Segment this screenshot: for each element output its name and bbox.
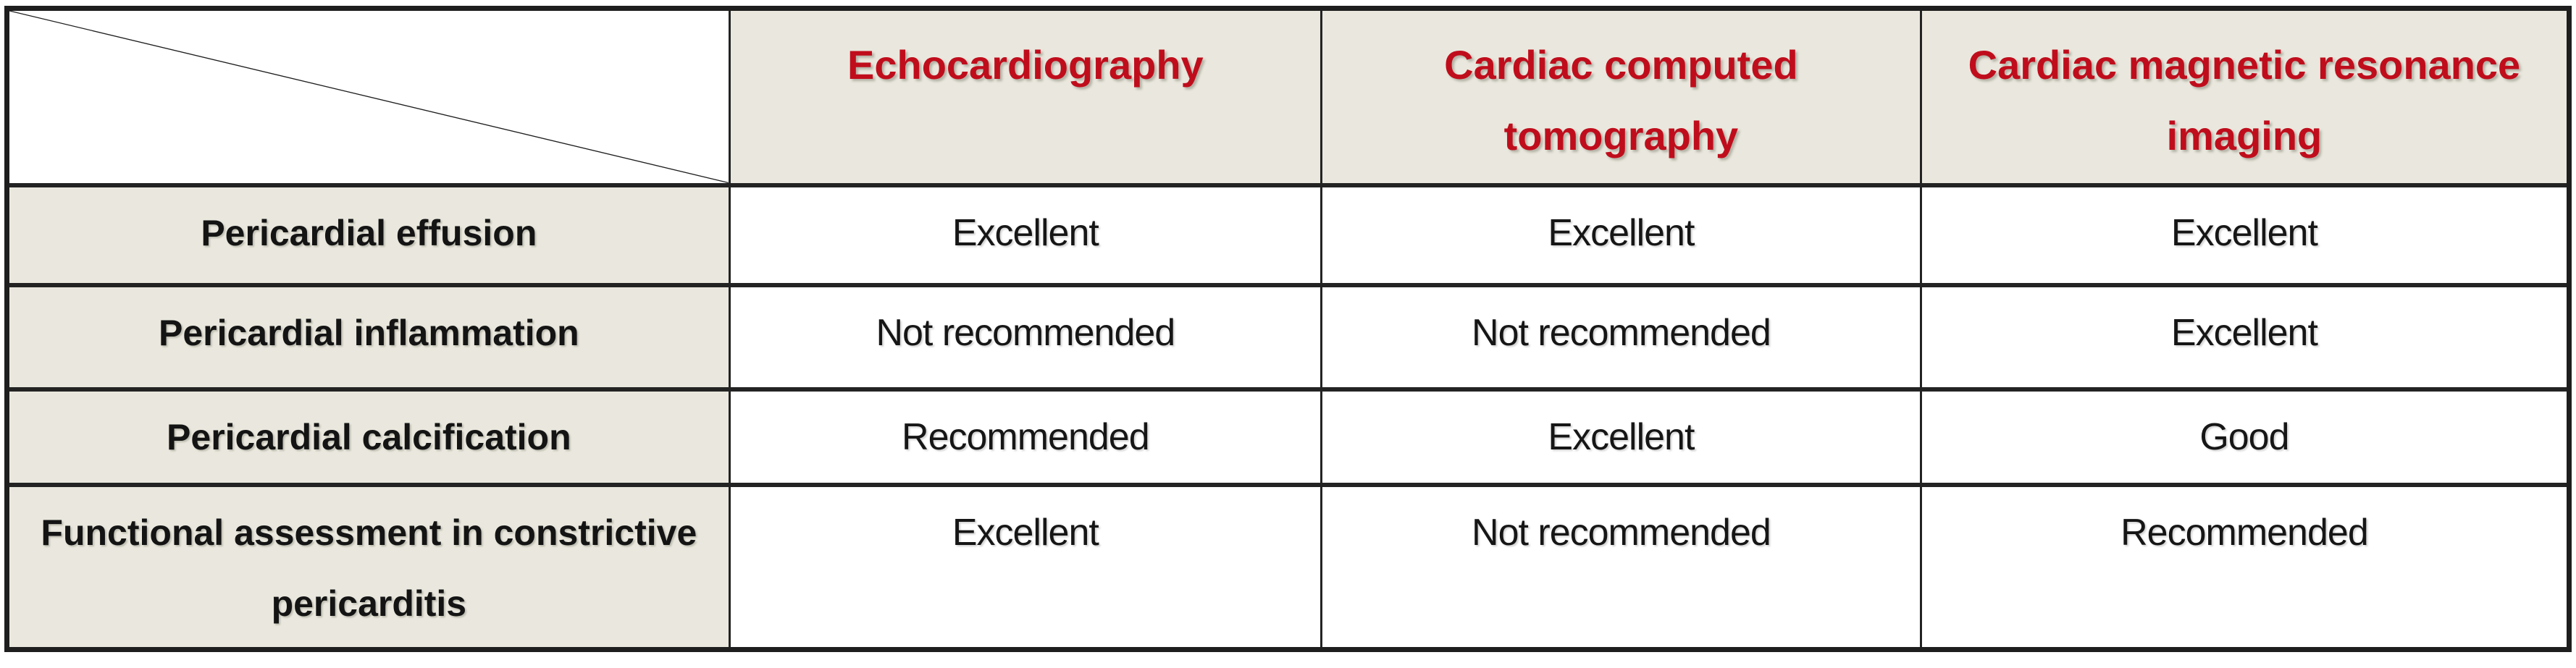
row-label-pericardial-inflammation: Pericardial inflammation	[6, 282, 731, 392]
cell-functional-ct: Not recommended	[1320, 482, 1922, 652]
column-header-cardiac-ct: Cardiac computed tomography	[1320, 6, 1922, 187]
row-label-functional-assessment: Functional assessment in constrictive pe…	[6, 482, 731, 652]
cell-inflammation-echo: Not recommended	[728, 282, 1322, 392]
cell-functional-echo: Excellent	[728, 482, 1322, 652]
corner-cell	[6, 6, 731, 187]
cell-calcification-echo: Recommended	[728, 386, 1322, 487]
cell-calcification-ct: Excellent	[1320, 386, 1922, 487]
cell-effusion-mri: Excellent	[1919, 182, 2571, 287]
row-label-pericardial-calcification: Pericardial calcification	[6, 386, 731, 487]
imaging-modality-comparison-table: Echocardiography Cardiac computed tomogr…	[4, 6, 2572, 652]
cell-inflammation-ct: Not recommended	[1320, 282, 1922, 392]
cell-calcification-mri: Good	[1919, 386, 2571, 487]
column-header-echocardiography: Echocardiography	[728, 6, 1322, 187]
cell-inflammation-mri: Excellent	[1919, 282, 2571, 392]
diagonal-divider-line	[9, 11, 729, 183]
table-row-pericardial-effusion: Pericardial effusion Excellent Excellent…	[6, 182, 2571, 287]
table-row-pericardial-calcification: Pericardial calcification Recommended Ex…	[6, 386, 2571, 487]
row-label-pericardial-effusion: Pericardial effusion	[6, 182, 731, 287]
cell-effusion-ct: Excellent	[1320, 182, 1922, 287]
cell-effusion-echo: Excellent	[728, 182, 1322, 287]
table-row-functional-assessment: Functional assessment in constrictive pe…	[6, 482, 2571, 652]
cell-functional-mri: Recommended	[1919, 482, 2571, 652]
header-row: Echocardiography Cardiac computed tomogr…	[6, 6, 2571, 187]
table-row-pericardial-inflammation: Pericardial inflammation Not recommended…	[6, 282, 2571, 392]
column-header-cardiac-mri: Cardiac magnetic resonance imaging	[1919, 6, 2571, 187]
